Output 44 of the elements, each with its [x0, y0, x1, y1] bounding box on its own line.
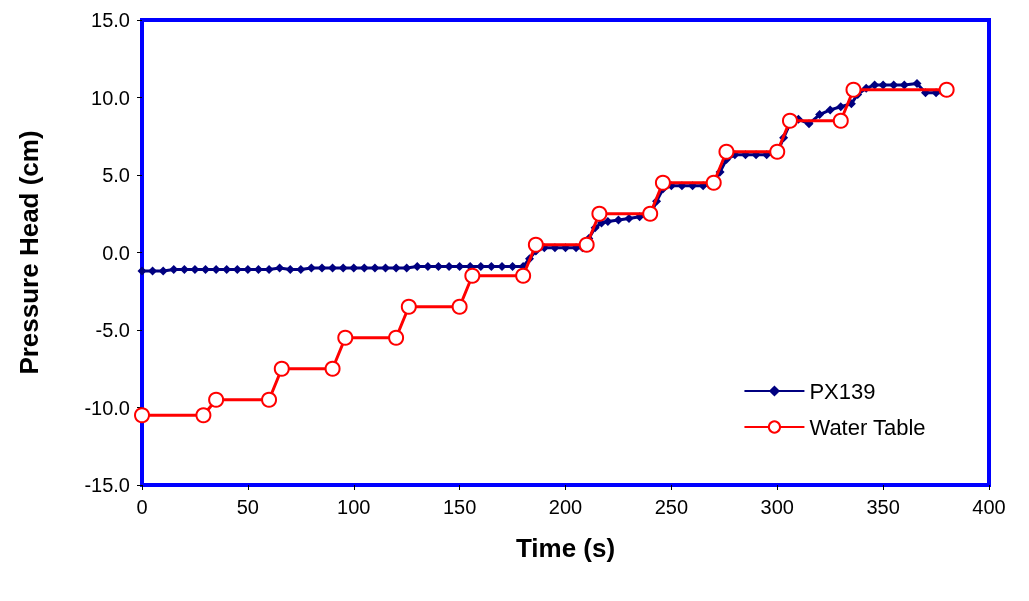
y-tick-label: -5.0	[95, 319, 130, 341]
legend-label: Water Table	[809, 414, 926, 440]
point	[324, 360, 341, 377]
point	[705, 174, 722, 191]
x-tick-label: 350	[866, 496, 900, 518]
y-tick-label: -10.0	[84, 396, 130, 419]
point	[769, 143, 786, 160]
point	[337, 329, 354, 346]
point	[451, 298, 468, 315]
y-tick-label: 0.0	[102, 241, 130, 264]
y-tick-label: -15.0	[84, 474, 130, 496]
y-axis-title: Pressure Head (cm)	[14, 130, 44, 375]
point	[261, 391, 278, 408]
x-tick-label: 250	[654, 496, 689, 518]
point	[400, 298, 417, 315]
point	[832, 112, 849, 129]
y-tick-label: 15.0	[91, 9, 130, 31]
point	[195, 407, 212, 424]
point	[515, 267, 532, 284]
point	[527, 236, 544, 253]
point	[464, 267, 481, 284]
x-tick-label: 50	[236, 496, 259, 518]
y-tick-label: 10.0	[91, 86, 130, 109]
y-tick-label: 5.0	[102, 164, 130, 186]
point	[845, 81, 862, 98]
x-tick-label: 300	[760, 496, 794, 518]
point	[134, 407, 150, 424]
point	[781, 112, 798, 129]
point	[578, 236, 595, 253]
x-tick-label: 200	[548, 496, 583, 518]
point	[208, 391, 225, 408]
point	[273, 360, 290, 377]
legend-label: PX139	[809, 378, 876, 404]
x-tick-label: 100	[337, 496, 371, 518]
point	[591, 205, 608, 222]
point	[642, 205, 659, 222]
x-tick-label: 150	[442, 496, 477, 518]
point	[938, 81, 955, 98]
x-axis-title: Time (s)	[515, 533, 616, 563]
point	[654, 174, 671, 191]
point	[388, 329, 405, 346]
point	[718, 143, 735, 160]
x-tick-label: 0	[136, 496, 148, 518]
x-tick-label: 400	[972, 496, 1006, 518]
